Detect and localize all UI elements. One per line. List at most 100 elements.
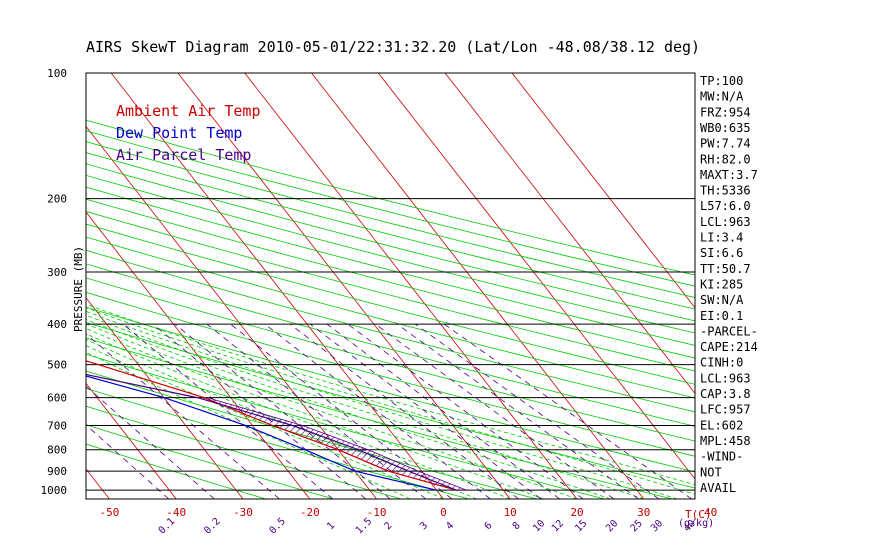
- mixing-ratio-tick-label: 8: [511, 520, 523, 532]
- legend-entry: Air Parcel Temp: [116, 146, 251, 164]
- mixing-ratio-unit-label: (g/kg): [678, 518, 714, 529]
- pressure-tick-label: 600: [47, 392, 67, 405]
- dry-adiabat: [86, 249, 695, 413]
- stat-item: EI:0.1: [700, 309, 743, 323]
- moist-adiabat: [86, 333, 511, 499]
- mixing-ratio-line: [264, 323, 491, 499]
- mixing-ratio-line: [396, 323, 639, 499]
- dry-adiabat: [86, 337, 673, 499]
- chart-title: AIRS SkewT Diagram 2010-05-01/22:31:32.2…: [86, 38, 700, 56]
- series-lines: [86, 360, 457, 491]
- mixing-ratio-tick-label: 12: [550, 518, 566, 534]
- isotherm: [311, 73, 645, 499]
- stat-item: CAP:3.8: [700, 387, 751, 401]
- mixing-ratio-line: [375, 323, 615, 499]
- y-axis-label: PRESSURE (MB): [72, 246, 85, 332]
- dry-adiabat: [86, 174, 695, 334]
- mixing-ratio-line: [152, 323, 367, 499]
- isotherm: [511, 73, 695, 309]
- pressure-tick-label: 800: [47, 444, 67, 457]
- isotherm: [86, 382, 177, 499]
- mixing-ratio-tick-label: 0.5: [267, 516, 288, 537]
- dry-adiabat: [86, 387, 470, 499]
- stat-item: -WIND-: [700, 450, 743, 464]
- moist-adiabat: [86, 318, 611, 499]
- dry-adiabat: [86, 370, 537, 499]
- dry-adiabat: [86, 353, 605, 499]
- dry-adiabat: [86, 443, 266, 499]
- mixing-ratio-line: [326, 323, 560, 499]
- dry-adiabat-lines: [86, 119, 695, 499]
- mixing-ratio-tick-label: 3: [418, 520, 430, 532]
- stat-item: TT:50.7: [700, 262, 751, 276]
- mixing-ratio-line: [122, 323, 334, 499]
- pressure-tick-label: 400: [47, 318, 67, 331]
- stat-item: EL:602: [700, 418, 743, 432]
- moist-adiabat: [86, 323, 578, 499]
- stat-item: MPL:458: [700, 434, 751, 448]
- bottom-temperature-tick-label: 10: [504, 506, 517, 519]
- isobar-lines: [86, 72, 695, 491]
- dry-adiabat: [86, 424, 334, 499]
- dry-adiabat: [86, 291, 695, 457]
- pressure-tick-label: 700: [47, 420, 67, 433]
- dry-adiabat: [86, 223, 695, 385]
- dry-adiabat: [86, 263, 695, 427]
- mixing-ratio-tick-label: 0.1: [157, 516, 178, 537]
- pressure-tick-label: 900: [47, 465, 67, 478]
- isotherm: [444, 73, 695, 395]
- stat-item: LCL:963: [700, 215, 751, 229]
- dry-adiabat: [86, 277, 695, 442]
- pressure-tick-label: 300: [47, 266, 67, 279]
- bottom-temperature-tick-label: 40: [704, 506, 717, 519]
- dry-adiabat: [86, 321, 695, 489]
- stat-item: L57:6.0: [700, 199, 751, 213]
- dry-adiabat: [86, 119, 695, 276]
- stat-item: NOT: [700, 465, 722, 479]
- mixing-ratio-tick-label: 6: [483, 520, 495, 532]
- mixing-ratio-tick-label: 25: [629, 518, 645, 534]
- pressure-tick-label: 100: [47, 67, 67, 80]
- stat-item: TP:100: [700, 74, 743, 88]
- dry-adiabat: [86, 141, 695, 298]
- mixing-ratio-line: [174, 323, 391, 499]
- dry-adiabat: [86, 152, 695, 310]
- stat-item: WB0:635: [700, 121, 751, 135]
- mixing-ratio-line: [347, 323, 584, 499]
- mixing-ratio-tick-label: 30: [649, 518, 665, 534]
- mixing-ratio-line: [86, 385, 215, 499]
- legend: Ambient Air Temp Dew Point Temp Air Parcel…: [116, 102, 261, 164]
- mixing-ratio-tick-label: 15: [573, 518, 589, 534]
- stat-item: -PARCEL-: [700, 324, 758, 338]
- bottom-temperature-tick-label: 20: [570, 506, 583, 519]
- mixing-ratio-tick-labels: 0.1 0.2 0.5 1 1.5 2 3 4 6 8 10 12 15 20 25 30 40: [157, 516, 698, 537]
- isotherm: [86, 211, 311, 499]
- legend-entry: Ambient Air Temp: [116, 102, 261, 120]
- stat-item: MW:N/A: [700, 90, 744, 104]
- stat-item: RH:82.0: [700, 152, 751, 166]
- moist-adiabat: [86, 345, 444, 499]
- pressure-tick-label: 500: [47, 359, 67, 372]
- isotherm: [86, 297, 244, 499]
- stat-item: MAXT:3.7: [700, 168, 758, 182]
- isotherm: [378, 73, 695, 480]
- mixing-ratio-tick-label: 0.2: [202, 516, 223, 537]
- x-axis-label: T(C): [685, 508, 712, 521]
- stat-item: AVAIL: [700, 481, 736, 495]
- bottom-temperature-tick-label: -10: [367, 506, 387, 519]
- isotherm: [0, 73, 43, 499]
- stat-item: LFC:957: [700, 403, 751, 417]
- mixing-ratio-tick-label: 2: [382, 520, 394, 532]
- moist-adiabat: [86, 314, 644, 499]
- series-line: [86, 375, 437, 491]
- stat-item: KI:285: [700, 277, 743, 291]
- mixing-ratio-line: [289, 323, 519, 499]
- dry-adiabat: [86, 210, 695, 372]
- dry-adiabat: [86, 130, 695, 287]
- mixing-ratio-tick-label: 4: [444, 520, 456, 532]
- series-line: [86, 373, 457, 491]
- mixing-ratio-line: [415, 323, 660, 499]
- legend-entry: Dew Point Temp: [116, 124, 242, 142]
- bottom-temperature-tick-label: 30: [637, 506, 650, 519]
